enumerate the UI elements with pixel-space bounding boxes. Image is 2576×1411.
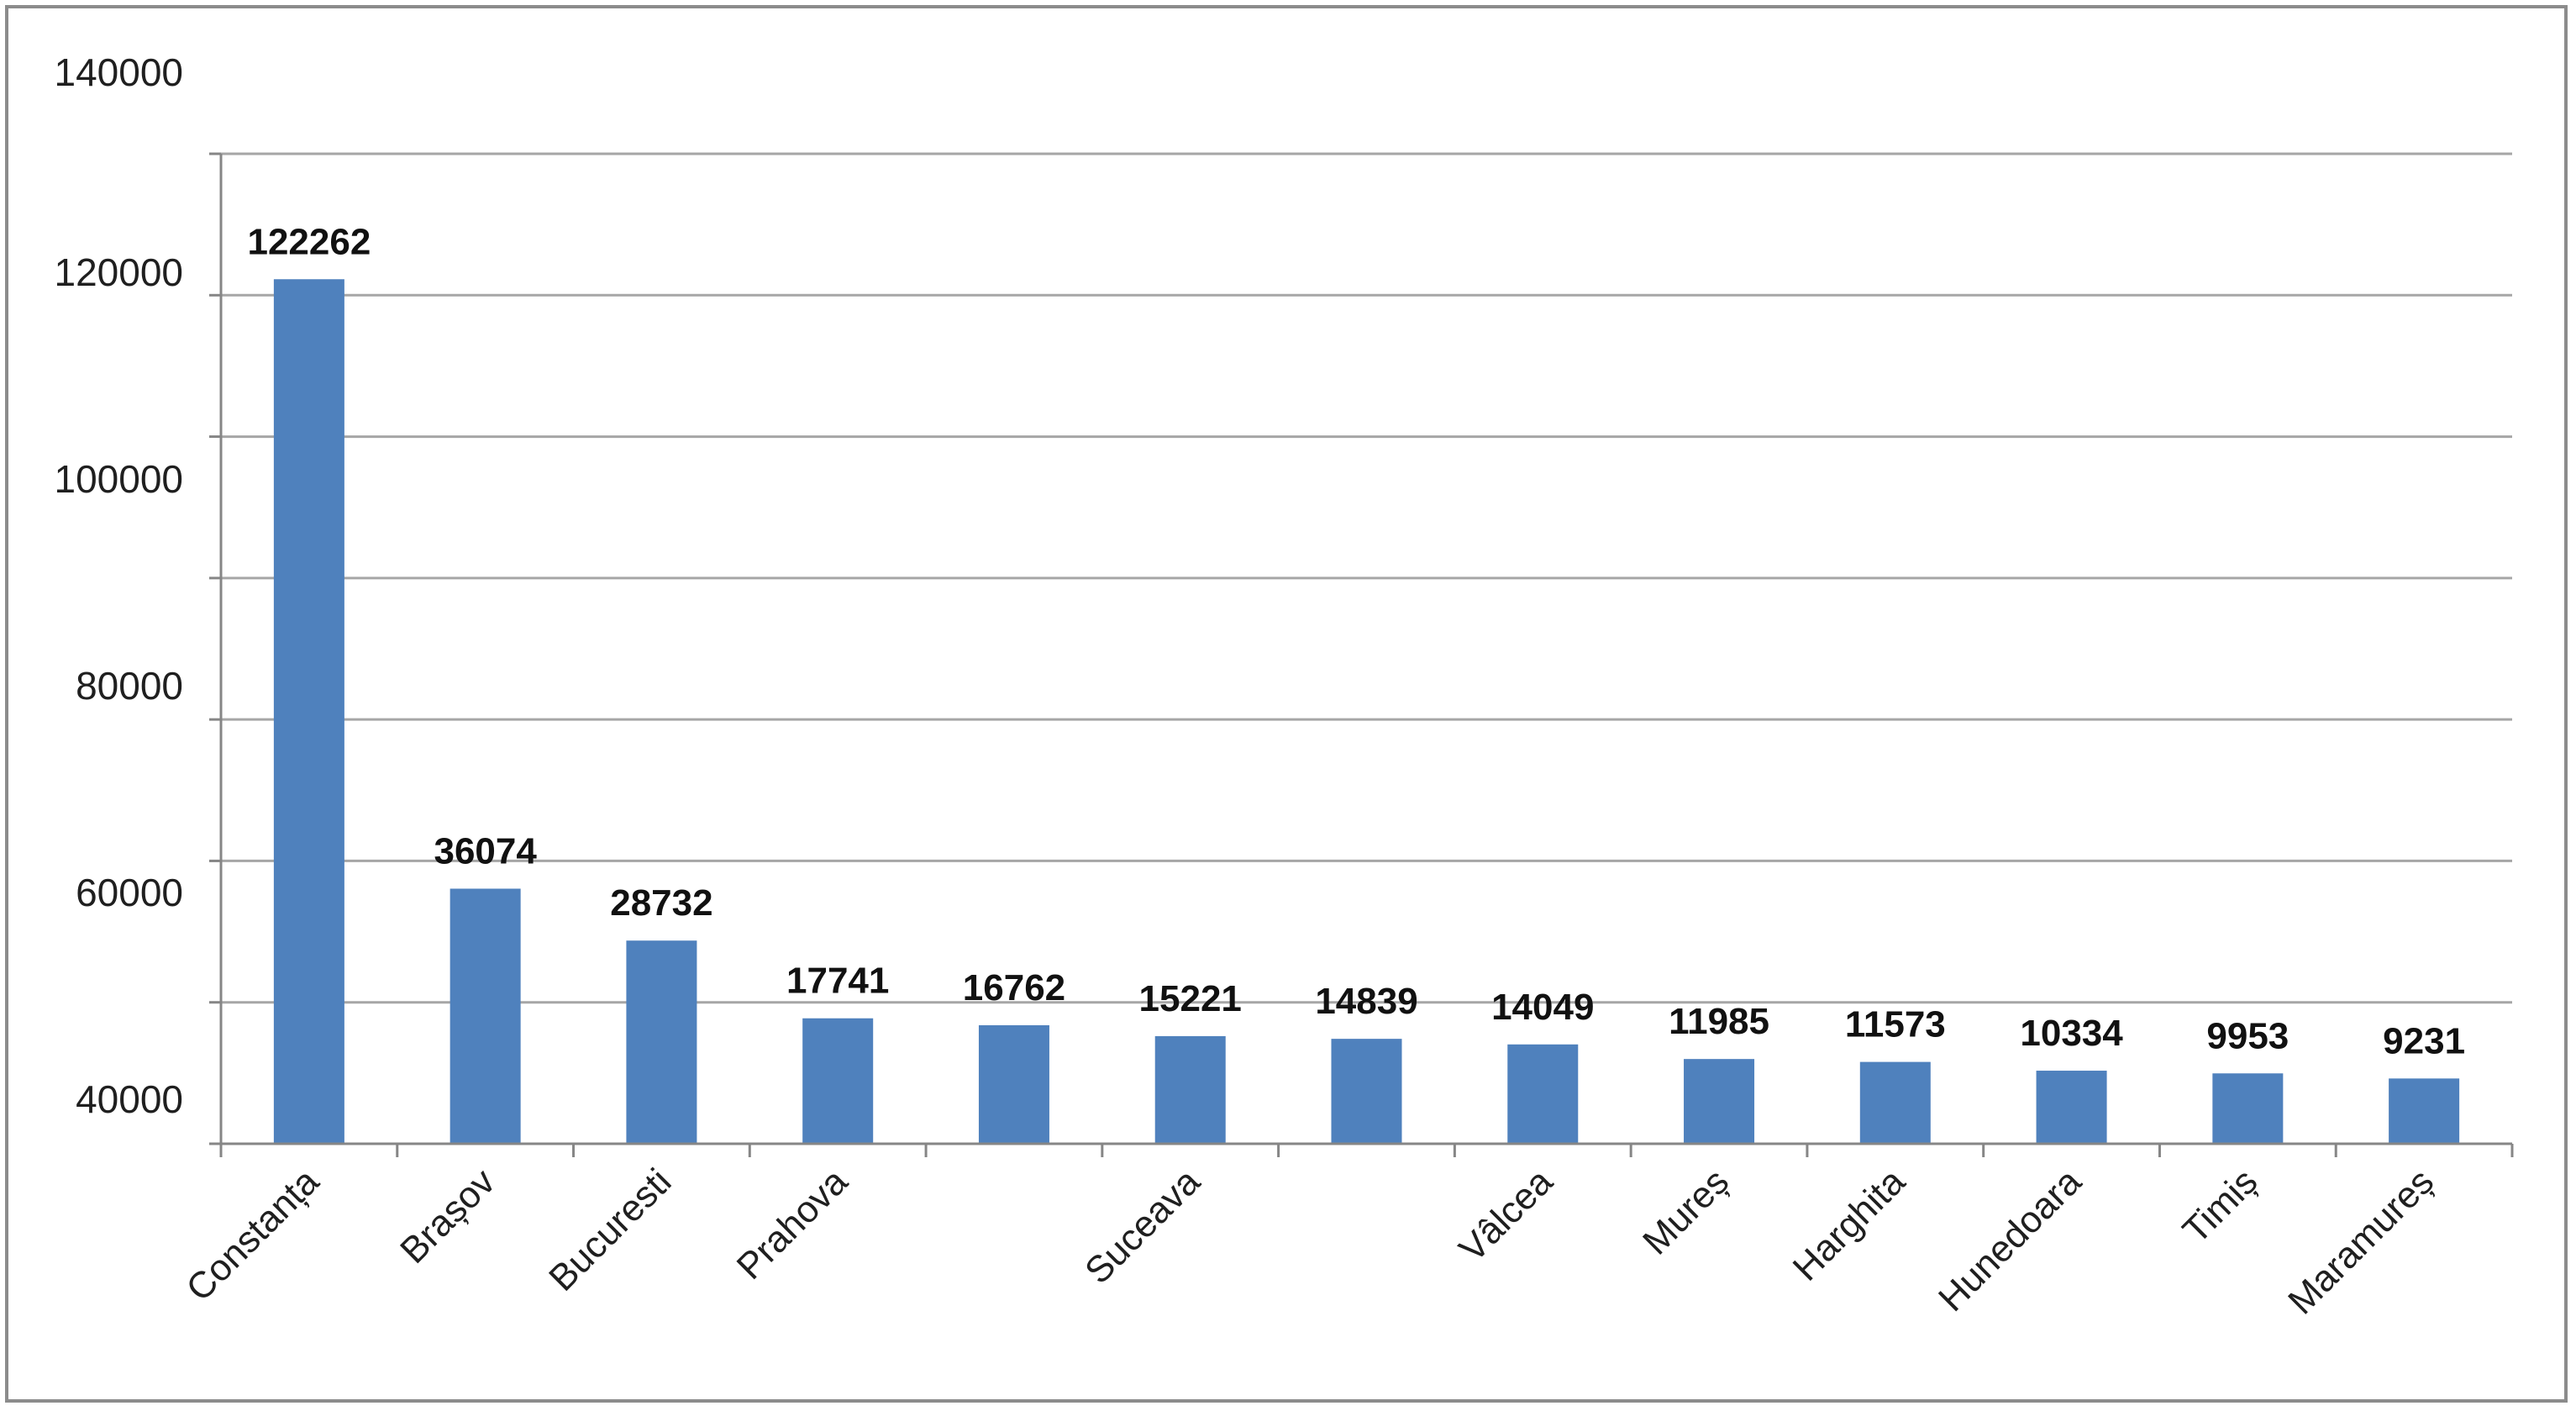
data-label: 16762 xyxy=(963,967,1065,1008)
y-tick-label: 60000 xyxy=(76,871,183,914)
axes xyxy=(209,152,2514,1157)
bar xyxy=(2036,1071,2107,1144)
bar xyxy=(1859,1061,1931,1144)
x-tick-label: Brașov xyxy=(392,1161,502,1271)
bar xyxy=(2212,1073,2284,1144)
bar-chart: 140000 120000 100000 80000 60000 40000 Consta… xyxy=(55,50,2514,1322)
chart-frame: 140000 120000 100000 80000 60000 40000 Consta… xyxy=(5,5,2568,1403)
gridlines xyxy=(221,152,2512,1004)
data-label: 11985 xyxy=(1669,1001,1769,1042)
bar xyxy=(2389,1078,2460,1144)
data-label: 11573 xyxy=(1845,1004,1946,1045)
x-tick-label: Mureș xyxy=(1635,1161,1737,1262)
data-label: 17741 xyxy=(786,961,889,1002)
data-label: 28732 xyxy=(610,882,712,924)
bar xyxy=(449,888,521,1144)
x-tick-label: Harghita xyxy=(1785,1161,1914,1289)
y-tick-label: 100000 xyxy=(55,457,184,501)
data-label: 9953 xyxy=(2206,1015,2289,1056)
data-label: 36074 xyxy=(434,830,537,871)
y-tick-label: 80000 xyxy=(76,664,183,708)
x-tick-labels: Constanța Brașov Bucuresti Prahova Suceava Vâ… xyxy=(178,1161,2442,1322)
data-label: 122262 xyxy=(247,221,371,262)
bars xyxy=(273,279,2460,1145)
y-tick-label: 120000 xyxy=(55,250,184,294)
x-tick-label: Timiș xyxy=(2175,1161,2266,1251)
data-label: 9231 xyxy=(2383,1020,2465,1061)
x-tick-label: Constanța xyxy=(178,1161,327,1309)
x-tick-label: Maramureș xyxy=(2280,1161,2442,1322)
x-tick-label: Prahova xyxy=(729,1161,856,1287)
bar xyxy=(273,279,344,1145)
bar xyxy=(1507,1044,1579,1144)
data-labels: 122262 36074 28732 17741 16762 15221 14839 1404… xyxy=(247,221,2465,1061)
y-tick-label: 40000 xyxy=(76,1077,183,1121)
data-label: 15221 xyxy=(1139,978,1242,1019)
y-tick-labels: 140000 120000 100000 80000 60000 40000 xyxy=(55,50,184,1121)
bar xyxy=(626,940,697,1144)
x-tick-label: Vâlcea xyxy=(1452,1161,1561,1270)
bar xyxy=(978,1024,1049,1144)
data-label: 14839 xyxy=(1315,981,1417,1022)
bar xyxy=(1154,1035,1226,1144)
x-tick-label: Suceava xyxy=(1077,1161,1208,1292)
bar xyxy=(1331,1039,1402,1144)
data-label: 14049 xyxy=(1491,987,1594,1028)
data-label: 10334 xyxy=(2020,1013,2123,1054)
bar xyxy=(1684,1059,1755,1144)
x-tick-label: Hunedoara xyxy=(1931,1161,2090,1319)
x-tick-label: Bucuresti xyxy=(541,1161,679,1298)
bar xyxy=(802,1018,874,1144)
y-tick-label: 140000 xyxy=(55,50,184,94)
